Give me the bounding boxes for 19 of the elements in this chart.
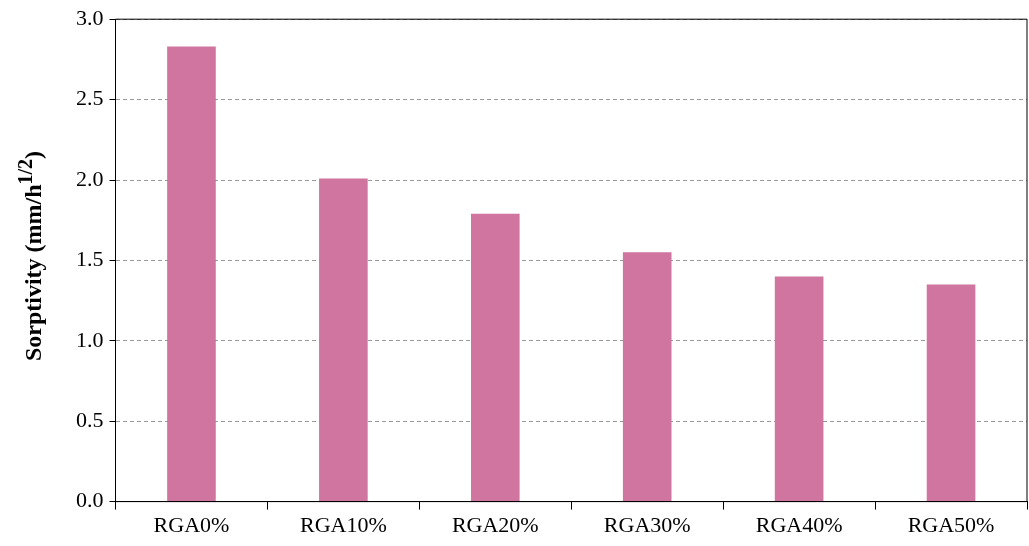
y-tick-label: 0.5 (76, 406, 104, 432)
x-tick-label: RGA20% (451, 511, 539, 537)
bar (774, 276, 824, 502)
bar (167, 46, 216, 502)
x-tick-label: RGA40% (755, 511, 843, 537)
x-tick-label: RGA50% (907, 511, 995, 537)
y-tick-label: 1.0 (76, 326, 104, 352)
bar (622, 252, 672, 502)
y-tick-label: 3.0 (76, 4, 104, 30)
bar (926, 284, 976, 502)
x-tick-label: RGA0% (153, 511, 230, 537)
y-tick-label: 2.0 (76, 165, 104, 191)
x-tick-label: RGA30% (603, 511, 691, 537)
x-tick-label: RGA10% (299, 511, 387, 537)
y-tick-label: 2.5 (76, 85, 104, 111)
bar (470, 213, 520, 502)
bar (319, 178, 368, 502)
y-tick-label: 0.0 (76, 487, 104, 513)
y-tick-label: 1.5 (76, 246, 104, 272)
